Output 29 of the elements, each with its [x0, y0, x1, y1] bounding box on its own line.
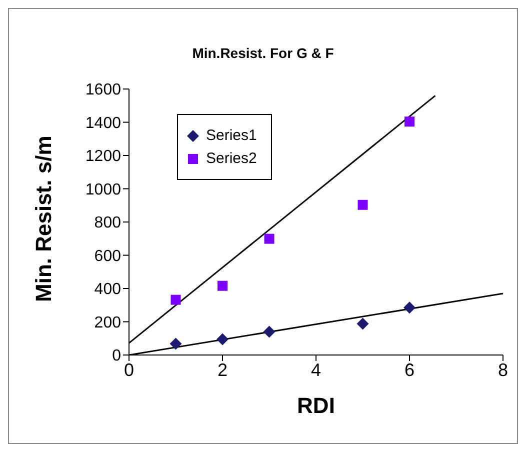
x-tick-label: 8: [498, 360, 508, 380]
y-tick-label: 1600: [85, 82, 122, 99]
legend-label: Series1: [206, 127, 257, 144]
point: [218, 280, 228, 291]
y-tick-label: 1000: [85, 181, 122, 198]
x-tick-label: 0: [124, 360, 134, 380]
chart-title: Min.Resist. For G & F: [191, 45, 335, 61]
y-tick-label: 0: [112, 348, 122, 365]
point: [216, 333, 228, 346]
point: [170, 294, 181, 305]
point: [264, 234, 274, 244]
point: [404, 116, 414, 127]
x-tick-label: 6: [404, 360, 415, 380]
y-tick-label: 600: [94, 248, 122, 265]
x-tick-label: 4: [310, 360, 322, 380]
y-tick-label: 1200: [85, 148, 122, 166]
point: [358, 200, 368, 210]
point: [356, 318, 369, 330]
y-axis-title: Min. Resist. s/m: [30, 136, 56, 302]
point: [404, 302, 416, 314]
point: [170, 338, 182, 350]
y-tick-label: 800: [94, 214, 122, 232]
legend-label: Series2: [206, 150, 257, 167]
x-tick-label: 2: [217, 360, 228, 380]
y-tick-label: 1400: [85, 114, 122, 132]
y-tick-label: 400: [94, 281, 122, 298]
point: [263, 326, 276, 338]
x-axis-title: RDI: [297, 393, 335, 418]
y-tick-label: 200: [94, 314, 122, 332]
